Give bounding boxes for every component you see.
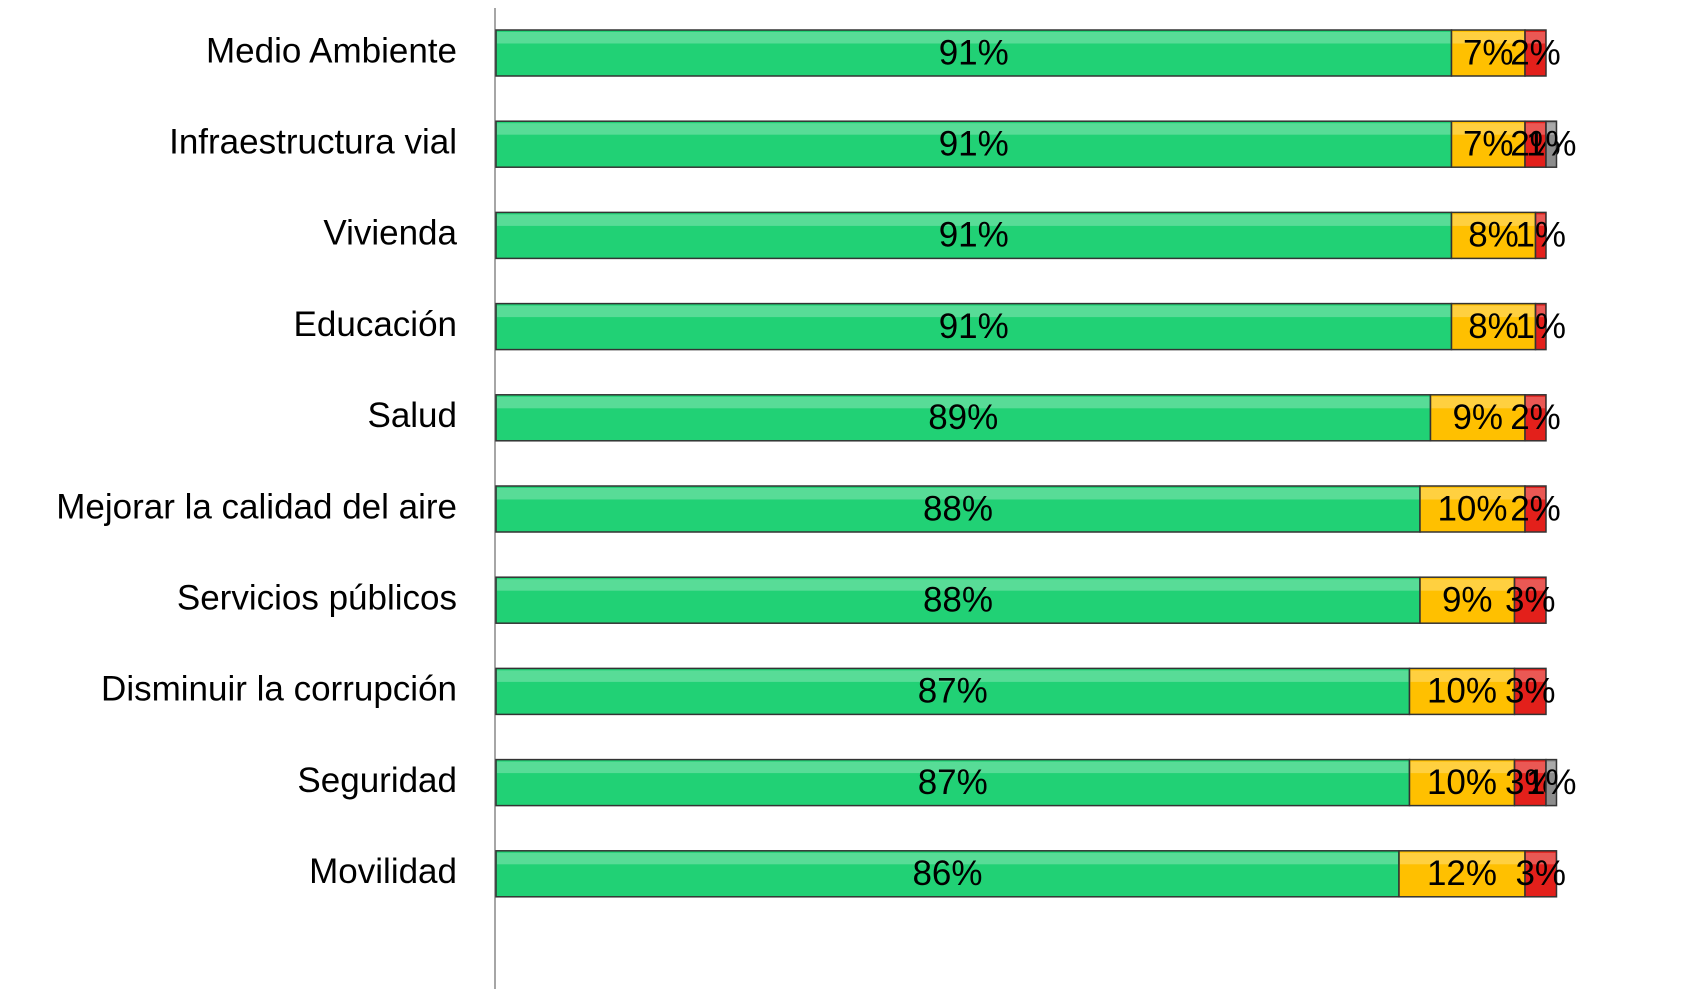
bar-shine (1536, 305, 1545, 318)
bar-shine (1547, 123, 1556, 135)
bar-shine (497, 670, 1409, 682)
bar-shine (497, 396, 1430, 409)
value-label: 8% (1468, 216, 1519, 255)
bar-shine (1452, 123, 1524, 135)
bar-shine (1515, 579, 1545, 591)
bar-segment (495, 394, 1432, 442)
value-label: 7% (1463, 33, 1514, 72)
bar-segment (1450, 302, 1537, 351)
bar-shine (1410, 670, 1514, 682)
value-label: 8% (1468, 307, 1519, 346)
value-label: 3% (1515, 854, 1566, 893)
bar-segment (1429, 394, 1526, 442)
bar-shine (497, 123, 1451, 135)
value-label: 88% (923, 489, 993, 528)
value-label: 2% (1510, 398, 1561, 437)
bar-shine (497, 214, 1451, 226)
bar-segment (1450, 211, 1537, 260)
bar-shine (1536, 214, 1545, 226)
value-label: 3% (1505, 580, 1556, 619)
value-label: 10% (1427, 763, 1497, 802)
bar-segment (495, 576, 1421, 624)
category-label: Servicios públicos (177, 578, 457, 617)
bar-segment (1408, 758, 1516, 807)
bar-shine (497, 761, 1409, 774)
bar-segment (1419, 485, 1526, 533)
bar-shine (497, 32, 1451, 44)
bar-shine (497, 852, 1398, 865)
bar-segment (495, 120, 1453, 168)
value-label: 10% (1437, 489, 1507, 528)
bar-segment (495, 302, 1453, 351)
bar-shine (497, 305, 1451, 318)
bar-segment (1534, 211, 1547, 260)
value-label: 1% (1515, 307, 1566, 346)
bar-segment (1545, 120, 1558, 168)
bar-segment (1534, 302, 1547, 351)
bar-segment (1408, 667, 1516, 716)
bar-shine (1526, 32, 1545, 44)
bar-segment (1524, 485, 1547, 533)
value-label: 1% (1526, 124, 1577, 163)
value-label: 3% (1505, 672, 1556, 711)
category-label: Medio Ambiente (206, 31, 457, 70)
bar-segment (1398, 850, 1526, 898)
category-label: Educación (294, 305, 457, 344)
bar-segment (1450, 29, 1526, 77)
value-label: 91% (939, 33, 1009, 72)
bar-segment (1524, 29, 1547, 77)
category-label: Infraestructura vial (169, 122, 457, 161)
category-label: Vivienda (323, 214, 457, 253)
bar-segment (1513, 667, 1547, 716)
bar-shine (1452, 214, 1535, 226)
value-label: 1% (1526, 763, 1577, 802)
bar-shine (1515, 670, 1545, 682)
bar-segment (1524, 850, 1558, 898)
value-label: 88% (923, 580, 993, 619)
bar-shine (1400, 852, 1524, 865)
value-label: 9% (1452, 398, 1503, 437)
bar-shine (497, 488, 1419, 500)
value-label: 91% (939, 124, 1009, 163)
value-label: 91% (939, 216, 1009, 255)
bar-shine (1526, 123, 1545, 135)
category-label: Seguridad (297, 761, 457, 800)
bar-segment (495, 850, 1400, 898)
bar-shine (1547, 761, 1556, 774)
category-label: Mejorar la calidad del aire (56, 487, 457, 526)
bar-shine (497, 579, 1419, 591)
value-label: 89% (928, 398, 998, 437)
bar-shine (1515, 761, 1545, 774)
bar-shine (1526, 396, 1545, 409)
value-label: 86% (912, 854, 982, 893)
value-label: 7% (1463, 124, 1514, 163)
bar-shine (1421, 579, 1514, 591)
value-label: 12% (1427, 854, 1497, 893)
bar-shine (1410, 761, 1514, 774)
value-label: 10% (1427, 672, 1497, 711)
value-label: 2% (1510, 489, 1561, 528)
value-label: 87% (918, 672, 988, 711)
bar-segment (495, 667, 1411, 716)
category-label: Disminuir la corrupción (101, 670, 457, 709)
bar-shine (1431, 396, 1524, 409)
bar-segment (1513, 758, 1547, 807)
value-label: 1% (1515, 216, 1566, 255)
value-label: 9% (1442, 580, 1493, 619)
value-label: 87% (918, 763, 988, 802)
category-label: Salud (367, 396, 457, 435)
bar-shine (1452, 305, 1535, 318)
bar-segment (1545, 758, 1558, 807)
value-label: 91% (939, 307, 1009, 346)
bar-shine (1421, 488, 1524, 500)
value-label: 2% (1510, 33, 1561, 72)
bar-segment (1513, 576, 1547, 624)
bar-shine (1452, 32, 1524, 44)
bar-shine (1526, 852, 1556, 865)
bar-segment (1524, 394, 1547, 442)
category-label: Movilidad (309, 852, 457, 891)
bar-shine (1526, 488, 1545, 500)
